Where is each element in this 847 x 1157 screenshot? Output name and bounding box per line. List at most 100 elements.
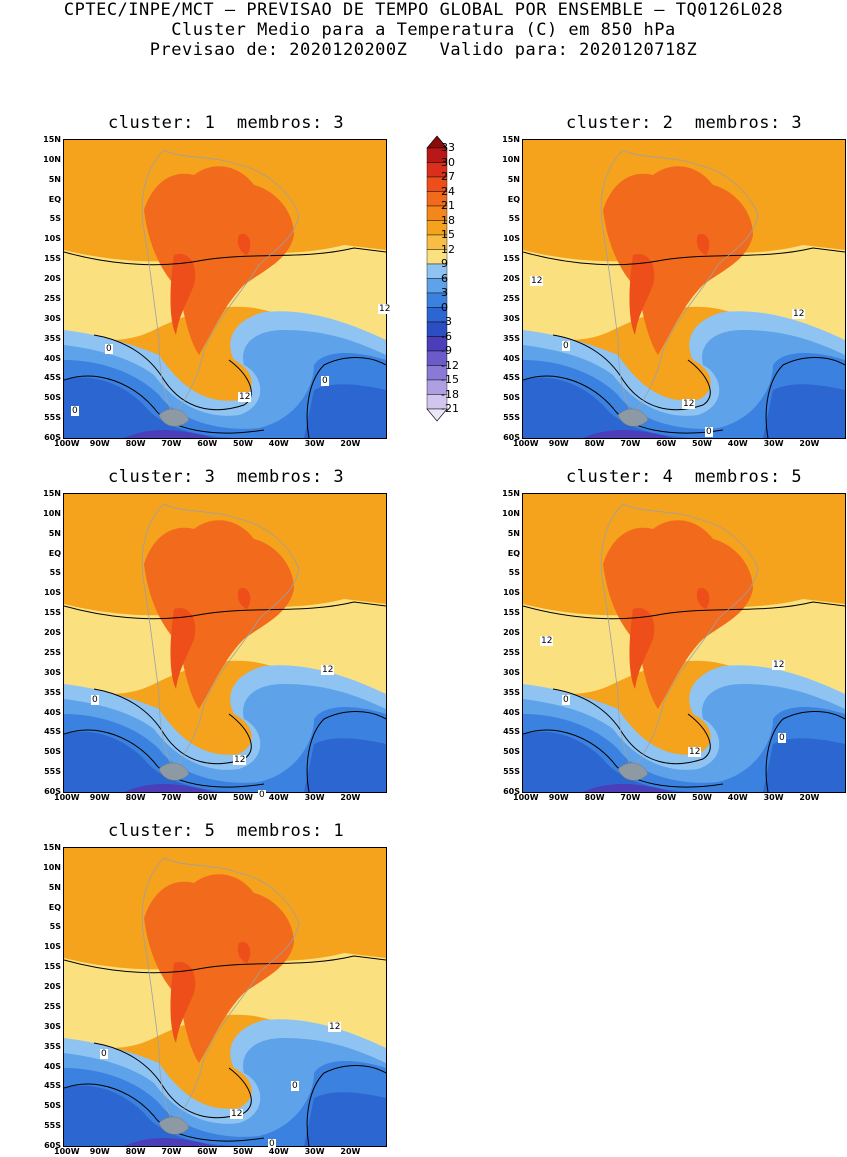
lon-tick-label: 100W	[54, 1147, 80, 1156]
lat-tick-label: 55S	[44, 767, 61, 777]
lat-tick-label: 5S	[49, 214, 61, 224]
lat-tick-label: 20S	[44, 274, 61, 284]
lat-tick-label: 50S	[44, 393, 61, 403]
lon-tick-label: 50W	[233, 1147, 253, 1156]
colorbar-label: 0	[441, 300, 448, 314]
lon-tick-label: 60W	[197, 1147, 218, 1156]
map-panel	[63, 847, 387, 1147]
lat-tick-label: EQ	[48, 902, 61, 912]
lat-tick-label: 35S	[44, 687, 61, 697]
lon-tick-label: 60W	[656, 793, 677, 802]
lat-tick-label: 5S	[49, 922, 61, 932]
panel-title: cluster: 2 membros: 3	[566, 113, 803, 133]
lon-tick-label: 60W	[656, 439, 677, 448]
colorbar: 33 30 27 24 21 18 15 12 9 6 3 0 -3 -6 -9 -12 -15 -18 -21	[425, 134, 485, 444]
lon-tick-label: 90W	[548, 793, 569, 802]
lon-tick-label: 80W	[584, 439, 605, 448]
lat-tick-label: 10S	[44, 234, 61, 244]
lon-tick-label: 80W	[584, 793, 605, 802]
lat-tick-label: 60S	[44, 787, 61, 796]
colorbar-label: 12	[441, 242, 455, 256]
lon-tick-label: 40W	[727, 793, 748, 802]
lon-tick-label: 50W	[233, 439, 253, 448]
colorbar-label: 6	[441, 271, 448, 285]
lon-tick-label: 30W	[304, 439, 325, 448]
lon-tick-label: 100W	[513, 793, 539, 802]
lat-tick-label: 5N	[48, 174, 61, 184]
lat-tick-label: 5S	[508, 214, 520, 224]
colorbar-label: 27	[441, 170, 455, 183]
contour-label: 0	[291, 1081, 299, 1091]
colorbar-label: 21	[441, 199, 455, 212]
lon-tick-label: 30W	[763, 439, 784, 448]
lon-tick-label: 80W	[125, 793, 146, 802]
contour-label: 12	[233, 755, 247, 765]
contour-label: 12	[530, 276, 544, 286]
lon-tick-label: 90W	[89, 793, 110, 802]
lon-tick-label: 70W	[161, 793, 182, 802]
lon-tick-label: 40W	[268, 793, 289, 802]
lon-tick-label: 50W	[233, 793, 253, 802]
contour-label: 0	[71, 406, 79, 416]
colorbar-label: 30	[441, 155, 455, 169]
lon-tick-label: 40W	[268, 1147, 289, 1156]
header-line-3: Previsao de: 2020120200Z Valido para: 20…	[149, 40, 698, 60]
map-panel	[63, 139, 387, 439]
lon-tick-label: 90W	[89, 1147, 110, 1156]
map-panel	[63, 493, 387, 793]
lon-tick-label: 70W	[620, 439, 641, 448]
contour-label: 0	[321, 376, 329, 386]
contour-label: 0	[91, 695, 99, 705]
lon-tick-label: 60W	[197, 439, 218, 448]
lat-tick-label: 25S	[44, 293, 61, 303]
lat-tick-label: 40S	[44, 353, 61, 363]
lon-tick-label: 90W	[548, 439, 569, 448]
lon-tick-label: 100W	[54, 439, 80, 448]
lat-tick-label: 15S	[44, 962, 61, 972]
contour-label: 12	[792, 309, 806, 319]
lat-tick-label: 15N	[43, 135, 61, 144]
lat-tick-label: 10N	[502, 154, 520, 164]
lat-tick-label: 30S	[44, 1021, 61, 1031]
lat-tick-label: 10N	[43, 154, 61, 164]
lon-tick-label: 20W	[340, 439, 361, 448]
lon-tick-label: 50W	[692, 439, 712, 448]
lon-tick-label: 20W	[340, 793, 361, 802]
lat-tick-label: 15N	[502, 135, 520, 144]
lat-tick-label: 30S	[503, 667, 520, 677]
lat-tick-label: 10S	[503, 588, 520, 598]
lat-tick-label: 35S	[503, 333, 520, 343]
contour-label: 0	[562, 341, 570, 351]
contour-label: 12	[682, 399, 696, 409]
colorbar-label: 15	[441, 228, 455, 241]
colorbar-label: 33	[441, 141, 455, 154]
map-panel	[522, 139, 846, 439]
contour-label: 0	[268, 1139, 276, 1149]
lat-tick-label: 40S	[44, 1061, 61, 1071]
contour-label: 12	[321, 665, 335, 675]
lat-tick-label: 25S	[503, 293, 520, 303]
lat-tick-label: 30S	[44, 313, 61, 323]
lat-tick-label: 45S	[44, 1081, 61, 1091]
lat-tick-label: 25S	[44, 647, 61, 657]
lat-tick-label: 40S	[503, 353, 520, 363]
lat-tick-label: 5N	[507, 174, 520, 184]
lat-tick-label: EQ	[507, 194, 520, 204]
colorbar-label: 18	[441, 213, 455, 227]
contour-label: 0	[105, 344, 113, 354]
lat-tick-label: 20S	[44, 628, 61, 638]
colorbar-label: -9	[441, 344, 452, 357]
contour-label: 12	[328, 1022, 342, 1032]
lat-tick-label: 45S	[503, 373, 520, 383]
lon-tick-label: 20W	[340, 1147, 361, 1156]
lat-tick-label: 5S	[49, 568, 61, 578]
lat-tick-label: 20S	[503, 628, 520, 638]
colorbar-label: -21	[441, 402, 459, 415]
lon-tick-label: 100W	[513, 439, 539, 448]
lon-tick-label: 80W	[125, 1147, 146, 1156]
lat-tick-label: 55S	[44, 1121, 61, 1131]
contour-label: 0	[705, 427, 713, 437]
lat-tick-label: EQ	[48, 194, 61, 204]
colorbar-label: -18	[441, 387, 459, 401]
lat-tick-label: 10S	[44, 588, 61, 598]
